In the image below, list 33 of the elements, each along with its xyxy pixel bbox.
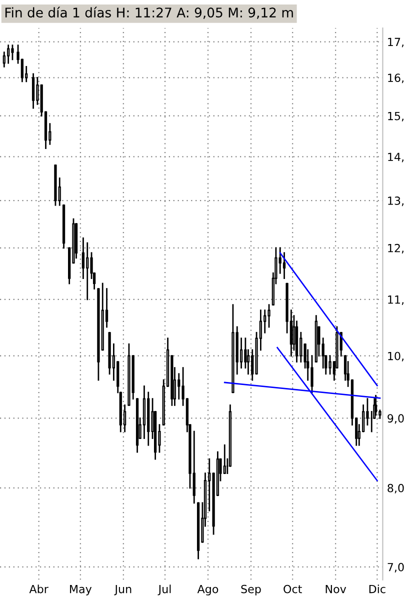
candlestick xyxy=(86,242,89,300)
x-tick-label: Nov xyxy=(326,584,346,594)
candlestick xyxy=(11,44,14,60)
y-tick-label: 13, xyxy=(388,196,404,206)
x-tick-label: May xyxy=(70,584,92,596)
candlestick xyxy=(7,44,10,64)
candlestick xyxy=(178,373,180,400)
candlestick xyxy=(2,52,6,68)
y-tick-label: 14, xyxy=(388,152,404,162)
candlestick xyxy=(310,355,314,394)
y-tick-label: 7,0 xyxy=(388,562,404,572)
x-tick-label: Jun xyxy=(114,584,132,596)
y-tick-label: 16, xyxy=(388,74,404,84)
candlestick xyxy=(282,252,286,279)
candlestick xyxy=(223,444,226,474)
candlestick xyxy=(268,304,270,328)
x-tick-label: Oct xyxy=(284,584,302,594)
x-tick-label: Dic xyxy=(369,584,386,594)
candlestick xyxy=(32,73,35,109)
y-tick-label: 11, xyxy=(388,296,404,305)
x-tick-label: Jul xyxy=(158,584,171,596)
x-tick-label: Ago xyxy=(197,584,218,596)
y-tick-label: 10, xyxy=(388,352,404,362)
y-tick-label: 15, xyxy=(388,112,404,122)
x-tick-label: Abr xyxy=(29,584,48,594)
y-tick-label: 17, xyxy=(388,38,404,48)
x-tick-label: Sep xyxy=(241,584,261,596)
candlestick xyxy=(328,355,332,375)
candlestick xyxy=(82,237,85,279)
y-tick-label: 12, xyxy=(388,244,404,254)
y-tick-label: 8,0 xyxy=(388,484,404,494)
chart-title: Fin de día 1 días H: 11:27 A: 9,05 M: 9,12 m xyxy=(5,6,293,19)
y-tick-label: 9,0 xyxy=(388,414,404,424)
